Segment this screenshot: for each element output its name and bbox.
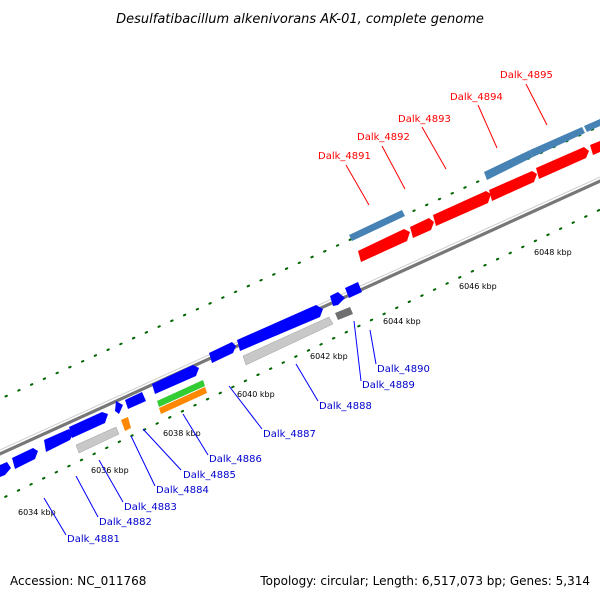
gene-label-dalk-4884[interactable]: Dalk_4884 bbox=[156, 485, 209, 496]
scale-label-6034: 6034 kbp bbox=[18, 508, 56, 517]
gene-feature-orange[interactable] bbox=[159, 387, 207, 414]
gene-label-dalk-4892[interactable]: Dalk_4892 bbox=[357, 132, 410, 143]
gene-label-dalk-4886[interactable]: Dalk_4886 bbox=[209, 454, 262, 465]
red-operon-features bbox=[358, 141, 600, 262]
gene-feature-blue[interactable] bbox=[237, 305, 323, 351]
gene-feature-steelblue[interactable] bbox=[584, 119, 600, 132]
gene-feature-blue[interactable] bbox=[152, 365, 199, 394]
gene-feature-blue[interactable] bbox=[12, 448, 38, 469]
gene-feature-blue[interactable] bbox=[44, 429, 73, 452]
gene-label-dalk-4882[interactable]: Dalk_4882 bbox=[99, 517, 152, 528]
gene-feature-blue[interactable] bbox=[115, 401, 123, 414]
gene-feature-red[interactable] bbox=[358, 229, 410, 262]
gene-feature-gray[interactable] bbox=[242, 316, 334, 366]
gene-feature-steelblue[interactable] bbox=[349, 210, 405, 241]
scale-labels: 6034 kbp 6036 kbp 6038 kbp 6040 kbp 6042… bbox=[18, 248, 572, 517]
gene-feature-red[interactable] bbox=[433, 191, 491, 226]
blue-gene-features bbox=[0, 282, 362, 477]
gene-label-dalk-4894[interactable]: Dalk_4894 bbox=[450, 92, 503, 103]
gene-feature-blue[interactable] bbox=[125, 392, 146, 409]
gene-feature-red[interactable] bbox=[410, 218, 434, 238]
scale-label-6040: 6040 kbp bbox=[237, 390, 275, 399]
map-title: Desulfatibacillum alkenivorans AK-01, co… bbox=[116, 12, 484, 27]
gene-label-dalk-4891[interactable]: Dalk_4891 bbox=[318, 151, 371, 162]
gene-label-dalk-4895[interactable]: Dalk_4895 bbox=[500, 70, 553, 81]
genome-summary-text: Topology: circular; Length: 6,517,073 bp… bbox=[260, 574, 590, 588]
outer-feature-row bbox=[349, 119, 600, 241]
gene-feature-steelblue[interactable] bbox=[530, 127, 585, 157]
scale-label-6046: 6046 kbp bbox=[459, 282, 497, 291]
accession-text: Accession: NC_011768 bbox=[10, 574, 147, 588]
scale-label-6044: 6044 kbp bbox=[383, 317, 421, 326]
gene-label-dalk-4885[interactable]: Dalk_4885 bbox=[183, 470, 236, 481]
gene-feature-green[interactable] bbox=[157, 380, 205, 407]
scale-tick-line-inner bbox=[0, 208, 600, 501]
gene-feature-blue[interactable] bbox=[209, 342, 236, 363]
gene-feature-darkgray[interactable] bbox=[335, 307, 353, 320]
gene-label-dalk-4887[interactable]: Dalk_4887 bbox=[263, 429, 316, 440]
misc-features bbox=[75, 307, 353, 454]
blue-gene-labels: Dalk_4881 Dalk_4882 Dalk_4883 Dalk_4884 … bbox=[43, 320, 430, 545]
gene-feature-gray[interactable] bbox=[75, 426, 120, 454]
gene-feature-orange[interactable] bbox=[121, 417, 131, 431]
gene-label-dalk-4893[interactable]: Dalk_4893 bbox=[398, 114, 451, 125]
gene-label-dalk-4881[interactable]: Dalk_4881 bbox=[67, 534, 120, 545]
scale-tick-lines bbox=[0, 124, 600, 501]
gene-feature-blue[interactable] bbox=[69, 412, 108, 438]
gene-feature-steelblue[interactable] bbox=[484, 150, 533, 180]
scale-label-6038: 6038 kbp bbox=[163, 429, 201, 438]
scale-label-6042: 6042 kbp bbox=[310, 352, 348, 361]
scale-label-6048: 6048 kbp bbox=[534, 248, 572, 257]
gene-label-dalk-4890[interactable]: Dalk_4890 bbox=[377, 364, 430, 375]
scale-tick-line-outer bbox=[0, 124, 600, 401]
gene-feature-blue[interactable] bbox=[0, 462, 11, 477]
gene-label-dalk-4883[interactable]: Dalk_4883 bbox=[124, 502, 177, 513]
gene-feature-blue[interactable] bbox=[345, 282, 362, 298]
gene-feature-red[interactable] bbox=[536, 147, 589, 179]
scale-label-6036: 6036 kbp bbox=[91, 466, 129, 475]
gene-feature-blue[interactable] bbox=[330, 292, 345, 306]
gene-label-dalk-4888[interactable]: Dalk_4888 bbox=[319, 401, 372, 412]
red-gene-labels: Dalk_4891 Dalk_4892 Dalk_4893 Dalk_4894 … bbox=[318, 70, 553, 206]
gene-label-dalk-4889[interactable]: Dalk_4889 bbox=[362, 380, 415, 391]
gene-feature-red[interactable] bbox=[489, 171, 537, 201]
gene-feature-red[interactable] bbox=[590, 141, 600, 155]
